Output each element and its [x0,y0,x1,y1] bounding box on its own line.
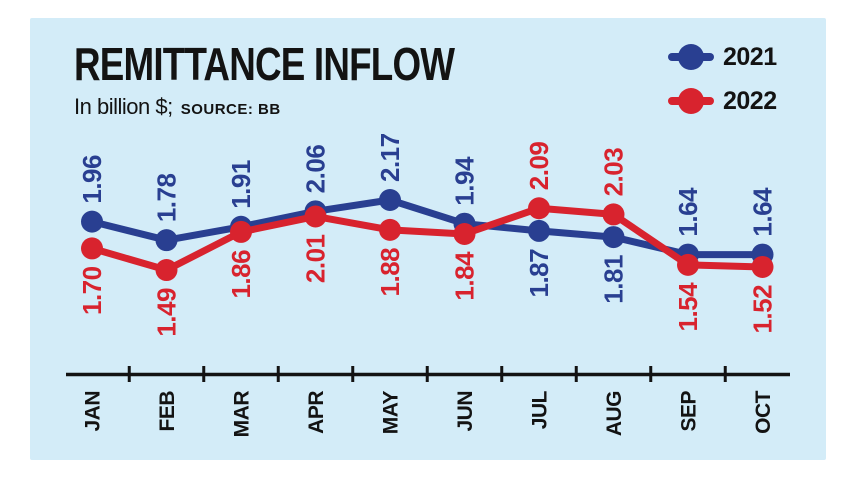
month-label-aug: AUG [603,391,626,436]
legend-item-2022: 2022 [668,86,777,115]
month-label-apr: APR [305,391,328,434]
month-label-may: MAY [379,391,402,435]
data-point-2022-oct [751,255,774,278]
value-label-2021-jan: 1.96 [77,155,107,204]
data-point-2022-feb [155,259,178,282]
legend-label-2022: 2022 [723,86,777,115]
legend-marker-2022-icon [668,88,714,114]
series-line-2021 [88,196,766,259]
data-point-2022-jun [453,222,476,245]
month-label-jan: JAN [81,391,104,432]
data-point-2022-sep [677,253,699,276]
data-point-2021-aug [602,226,625,249]
month-label-sep: SEP [677,391,700,432]
value-label-2021-feb: 1.78 [152,174,182,223]
chart-legend: 2021 2022 [668,42,777,115]
value-label-2021-mar: 1.91 [226,160,256,209]
value-label-2021-may: 2.17 [375,133,405,182]
value-label-2022-jun: 1.84 [450,251,480,301]
value-label-2021-oct: 1.64 [748,187,778,237]
value-label-2022-feb: 1.49 [152,288,182,337]
month-label-jun: JUN [454,391,477,432]
value-label-2022-aug: 2.03 [599,148,629,197]
data-point-2021-feb [155,229,178,252]
value-label-2022-mar: 1.86 [226,250,256,299]
value-label-2021-jul: 1.87 [524,249,554,298]
subtitle-unit: In billion $; [74,94,173,119]
data-point-2022-mar [230,220,252,243]
value-label-2021-apr: 2.06 [301,145,331,194]
value-label-2022-oct: 1.52 [748,285,778,334]
month-label-jul: JUL [528,390,551,429]
data-point-2022-jul [528,197,550,220]
value-label-2021-sep: 1.64 [673,187,703,237]
subtitle-source: SOURCE: BB [180,101,281,118]
data-point-2022-jan [81,237,103,260]
data-point-2021-jul [528,219,550,242]
data-point-2021-jan [81,210,103,233]
data-point-2022-may [379,218,401,241]
month-label-oct: OCT [752,390,775,434]
value-label-2022-apr: 2.01 [301,234,331,283]
value-label-2022-jul: 2.09 [524,142,554,191]
chart-subtitle: In billion $; SOURCE: BB [74,94,281,120]
legend-label-2021: 2021 [723,42,777,71]
data-point-2022-aug [602,203,625,226]
value-label-2022-jan: 1.70 [77,266,107,315]
value-label-2022-may: 1.88 [375,248,405,297]
series-line-2022 [88,204,766,274]
value-label-2021-aug: 1.81 [599,255,629,304]
data-point-2021-may [379,189,401,211]
legend-marker-2021-icon [668,44,714,70]
value-label-2022-sep: 1.54 [673,282,703,332]
value-label-2021-jun: 1.94 [450,156,480,206]
page-title: REMITTANCE INFLOW [74,38,455,90]
legend-item-2021: 2021 [668,42,777,71]
data-point-2022-apr [304,205,327,228]
month-label-mar: MAR [230,391,253,438]
month-label-feb: FEB [156,391,179,432]
